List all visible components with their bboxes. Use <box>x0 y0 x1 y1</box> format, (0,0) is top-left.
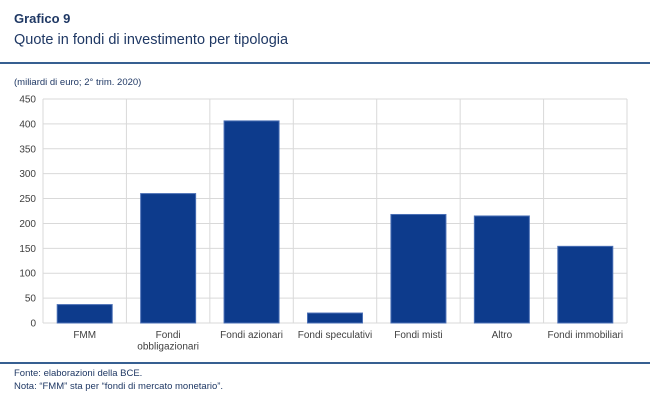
bar <box>307 312 363 324</box>
x-axis-label: Fondi speculativi <box>298 330 372 341</box>
y-axis-tick-label: 150 <box>19 244 36 255</box>
chart-units-label: (miliardi di euro; 2° trim. 2020) <box>14 77 142 88</box>
y-axis-tick-label: 300 <box>19 169 36 180</box>
y-axis-tick-label: 0 <box>30 319 36 330</box>
bar <box>557 245 614 324</box>
y-axis-tick-label: 400 <box>19 119 36 130</box>
x-axis-label: Fondi misti <box>394 330 442 341</box>
bar <box>473 215 530 324</box>
y-axis-tick-label: 200 <box>19 219 36 230</box>
bar <box>390 213 447 324</box>
bar <box>140 193 197 324</box>
y-axis-tick-label: 250 <box>19 194 36 205</box>
y-axis-tick-label: 100 <box>19 269 36 280</box>
y-axis-tick-label: 50 <box>25 294 37 305</box>
y-axis-tick-label: 350 <box>19 144 36 155</box>
x-axis-label: FMM <box>73 330 96 341</box>
x-axis-label: Fondi azionari <box>220 330 283 341</box>
fmm-note: Nota: “FMM” sta per “fondi di mercato mo… <box>14 380 224 392</box>
x-axis-label: Fondi immobiliari <box>547 330 623 341</box>
bar-chart: 0 50 100 150 200 250 300 350 400 450 FMM Fondi obbli… <box>19 95 628 353</box>
bar <box>223 120 280 324</box>
header-divider <box>0 62 650 64</box>
chart-title: Quote in fondi di investimento per tipol… <box>14 32 289 48</box>
y-axis-tick-label: 450 <box>19 95 36 106</box>
bar <box>56 304 113 324</box>
x-axis-label: Altro <box>492 330 513 341</box>
x-axis-label: Fondi obbligazionari <box>137 330 199 353</box>
source-note: Fonte: elaborazioni della BCE. <box>14 368 143 379</box>
footer-divider <box>0 362 650 364</box>
chart-footer: Fonte: elaborazioni della BCE. Nota: “FM… <box>14 368 223 393</box>
chart-number: Grafico 9 <box>14 11 71 26</box>
